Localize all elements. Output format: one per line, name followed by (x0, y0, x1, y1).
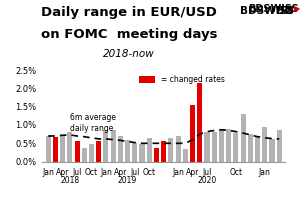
Bar (183, 149, 188, 162)
Text: 2018-now: 2018-now (103, 49, 155, 59)
Bar (233, 133, 238, 162)
Text: 2019: 2019 (118, 175, 137, 184)
Bar (74, 141, 80, 162)
Bar (60, 135, 65, 162)
Bar (205, 132, 209, 162)
Bar (67, 132, 72, 162)
Bar (212, 132, 217, 162)
Bar (82, 148, 87, 162)
Bar (125, 140, 130, 162)
Bar (226, 129, 231, 162)
Bar (269, 139, 275, 162)
Bar (197, 83, 202, 162)
Bar (89, 144, 94, 162)
Text: BD: BD (276, 6, 294, 16)
Bar (53, 137, 58, 162)
Bar (248, 134, 253, 162)
Text: 2018: 2018 (60, 175, 80, 184)
Legend: = changed rates: = changed rates (136, 72, 228, 87)
Bar (118, 136, 123, 162)
Bar (241, 114, 246, 162)
Bar (140, 144, 145, 162)
Bar (255, 136, 260, 162)
Bar (154, 148, 159, 162)
Bar (168, 138, 173, 162)
Bar (96, 141, 101, 162)
Bar (190, 105, 195, 162)
Bar (219, 130, 224, 162)
Text: Daily range in EUR/USD: Daily range in EUR/USD (41, 6, 217, 19)
Text: 2020: 2020 (197, 175, 217, 184)
Bar (103, 131, 108, 162)
Bar (161, 141, 166, 162)
Bar (147, 138, 152, 162)
Text: BDSWISS: BDSWISS (248, 4, 298, 14)
Bar (277, 131, 282, 162)
Bar (262, 127, 267, 162)
Bar (176, 136, 181, 162)
Bar (132, 143, 137, 162)
Text: on FOMC  meeting days: on FOMC meeting days (41, 28, 217, 41)
Bar (111, 130, 116, 162)
Text: ▶: ▶ (293, 4, 300, 13)
Text: BDSWISS: BDSWISS (240, 6, 294, 16)
Text: 6m average
daily range: 6m average daily range (70, 113, 116, 133)
Bar (46, 136, 51, 162)
